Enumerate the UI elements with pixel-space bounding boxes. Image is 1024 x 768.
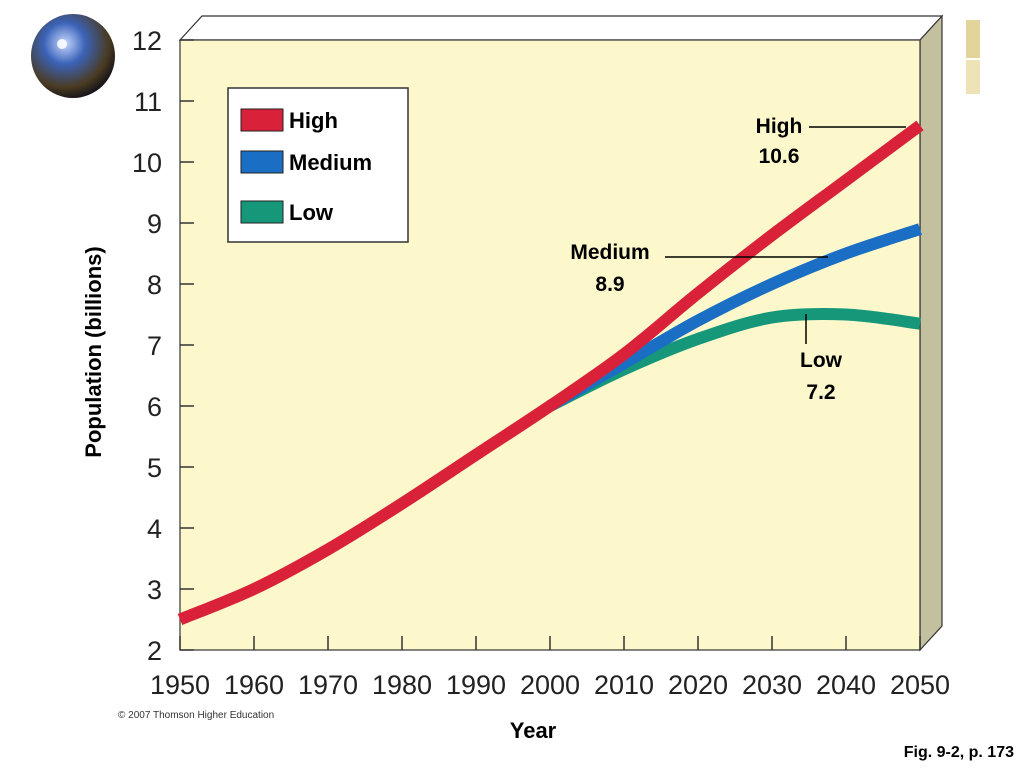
series-line-high bbox=[177, 120, 924, 626]
y-tick-label: 12 bbox=[132, 26, 162, 56]
x-tick-label: 2030 bbox=[742, 670, 802, 700]
x-tick-label: 1960 bbox=[224, 670, 284, 700]
y-tick-label: 5 bbox=[147, 453, 162, 483]
y-tick-label: 4 bbox=[147, 514, 162, 544]
x-tick-label: 2000 bbox=[520, 670, 580, 700]
x-tick-label: 1970 bbox=[298, 670, 358, 700]
legend: High Medium Low bbox=[227, 87, 409, 243]
x-axis-title: Year bbox=[510, 718, 557, 743]
y-tick-label: 9 bbox=[147, 209, 162, 239]
corner-decoration-bottom bbox=[966, 60, 980, 94]
y-tick-label: 3 bbox=[147, 575, 162, 605]
annotation-value-medium: 8.9 bbox=[595, 273, 624, 296]
legend-label-low: Low bbox=[289, 200, 334, 225]
y-tick-label: 7 bbox=[147, 331, 162, 361]
copyright-notice: © 2007 Thomson Higher Education bbox=[118, 710, 275, 721]
legend-label-high: High bbox=[289, 108, 338, 133]
y-tick-label: 10 bbox=[132, 148, 162, 178]
y-tick-label: 6 bbox=[147, 392, 162, 422]
annotation-label-high: High bbox=[756, 115, 803, 138]
legend-label-medium: Medium bbox=[289, 150, 372, 175]
globe-icon bbox=[31, 14, 115, 98]
y-tick-label: 11 bbox=[134, 87, 162, 117]
x-tick-label: 1980 bbox=[372, 670, 432, 700]
legend-swatch-high bbox=[240, 108, 284, 132]
x-tick-label: 2020 bbox=[668, 670, 728, 700]
y-tick-label: 8 bbox=[147, 270, 162, 300]
figure-reference: Fig. 9-2, p. 173 bbox=[903, 744, 1014, 761]
annotation-value-low: 7.2 bbox=[806, 381, 835, 404]
corner-decoration-top bbox=[966, 20, 980, 58]
x-tick-label: 1950 bbox=[150, 670, 210, 700]
x-tick-label: 2010 bbox=[594, 670, 654, 700]
y-axis-title: Population (billions) bbox=[81, 246, 106, 457]
legend-swatch-low bbox=[240, 200, 284, 224]
x-tick-label: 2040 bbox=[816, 670, 876, 700]
annotation-label-medium: Medium bbox=[570, 241, 649, 264]
annotation-label-low: Low bbox=[800, 349, 843, 372]
x-tick-label: 1990 bbox=[446, 670, 506, 700]
plot-top-face bbox=[178, 15, 944, 41]
legend-swatch-medium bbox=[240, 150, 284, 174]
y-tick-label: 2 bbox=[147, 636, 162, 666]
plot-side-face bbox=[919, 14, 943, 652]
annotation-value-high: 10.6 bbox=[759, 145, 800, 168]
x-tick-label: 2050 bbox=[890, 670, 950, 700]
